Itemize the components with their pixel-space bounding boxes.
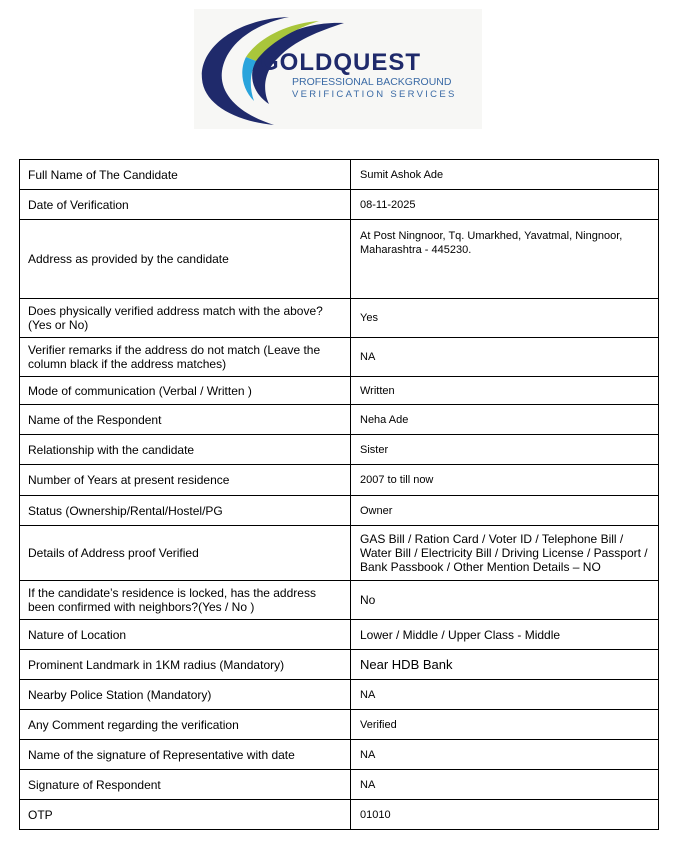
field-value: Neha Ade [350, 404, 659, 435]
table-row: Mode of communication (Verbal / Written … [19, 376, 659, 405]
field-label: Full Name of The Candidate [19, 159, 351, 190]
field-value: Yes [350, 298, 659, 338]
field-label: Signature of Respondent [19, 769, 351, 800]
field-value: Verified [350, 709, 659, 740]
field-value: Near HDB Bank [350, 649, 659, 680]
field-label: Nearby Police Station (Mandatory) [19, 679, 351, 710]
svg-text:PROFESSIONAL BACKGROUND: PROFESSIONAL BACKGROUND [292, 76, 452, 88]
table-row: Relationship with the candidate Sister [19, 434, 659, 465]
field-value: 08-11-2025 [350, 189, 659, 220]
field-value: GAS Bill / Ration Card / Voter ID / Tele… [350, 525, 659, 581]
field-label: If the candidate’s residence is locked, … [19, 580, 351, 620]
field-label: Mode of communication (Verbal / Written … [19, 376, 351, 405]
svg-text:VERIFICATION SERVICES: VERIFICATION SERVICES [292, 89, 457, 100]
field-label: Date of Verification [19, 189, 351, 220]
field-label: Number of Years at present residence [19, 464, 351, 496]
table-row: Full Name of The Candidate Sumit Ashok Ad… [19, 159, 659, 190]
table-row: Nature of Location Lower / Middle / Upper… [19, 619, 659, 650]
table-row: Nearby Police Station (Mandatory) NA [19, 679, 659, 710]
field-value: Sister [350, 434, 659, 465]
field-label: Nature of Location [19, 619, 351, 650]
field-label: Name of the Respondent [19, 404, 351, 435]
field-value: 01010 [350, 799, 659, 830]
field-label: Relationship with the candidate [19, 434, 351, 465]
verification-table: Full Name of The Candidate Sumit Ashok Ad… [19, 159, 659, 830]
svg-text:GOLDQUEST: GOLDQUEST [260, 49, 421, 76]
field-value: 2007 to till now [350, 464, 659, 496]
table-row: Name of the signature of Representative … [19, 739, 659, 770]
field-label: Prominent Landmark in 1KM radius (Mandat… [19, 649, 351, 680]
field-value: NA [350, 769, 659, 800]
field-label: Address as provided by the candidate [19, 219, 351, 299]
field-value: NA [350, 337, 659, 377]
table-row: Name of the Respondent Neha Ade [19, 404, 659, 435]
table-row: Details of Address proof Verified GAS Bil… [19, 525, 659, 581]
table-row: Status (Ownership/Rental/Hostel/PG Owner [19, 495, 659, 526]
field-label: Details of Address proof Verified [19, 525, 351, 581]
table-row: Address as provided by the candidate At P… [19, 219, 659, 299]
field-label: Any Comment regarding the verification [19, 709, 351, 740]
field-value: Owner [350, 495, 659, 526]
table-row: Date of Verification 08-11-2025 [19, 189, 659, 220]
field-value: Sumit Ashok Ade [350, 159, 659, 190]
field-label: Does physically verified address match w… [19, 298, 351, 338]
field-label: Name of the signature of Representative … [19, 739, 351, 770]
field-value: At Post Ningnoor, Tq. Umarkhed, Yavatmal… [350, 219, 659, 299]
table-row: If the candidate’s residence is locked, … [19, 580, 659, 620]
table-row: Any Comment regarding the verification Ve… [19, 709, 659, 740]
table-row: Verifier remarks if the address do not m… [19, 337, 659, 377]
table-row: Number of Years at present residence 2007… [19, 464, 659, 496]
table-row: OTP 01010 [19, 799, 659, 830]
table-row: Signature of Respondent NA [19, 769, 659, 800]
field-value: Lower / Middle / Upper Class - Middle [350, 619, 659, 650]
field-value: No [350, 580, 659, 620]
goldquest-logo: GOLDQUEST PROFESSIONAL BACKGROUND VERIFI… [194, 9, 482, 129]
field-value: NA [350, 679, 659, 710]
table-row: Prominent Landmark in 1KM radius (Mandat… [19, 649, 659, 680]
field-value: Written [350, 376, 659, 405]
table-row: Does physically verified address match w… [19, 298, 659, 338]
field-label: Verifier remarks if the address do not m… [19, 337, 351, 377]
field-label: Status (Ownership/Rental/Hostel/PG [19, 495, 351, 526]
field-label: OTP [19, 799, 351, 830]
field-value: NA [350, 739, 659, 770]
